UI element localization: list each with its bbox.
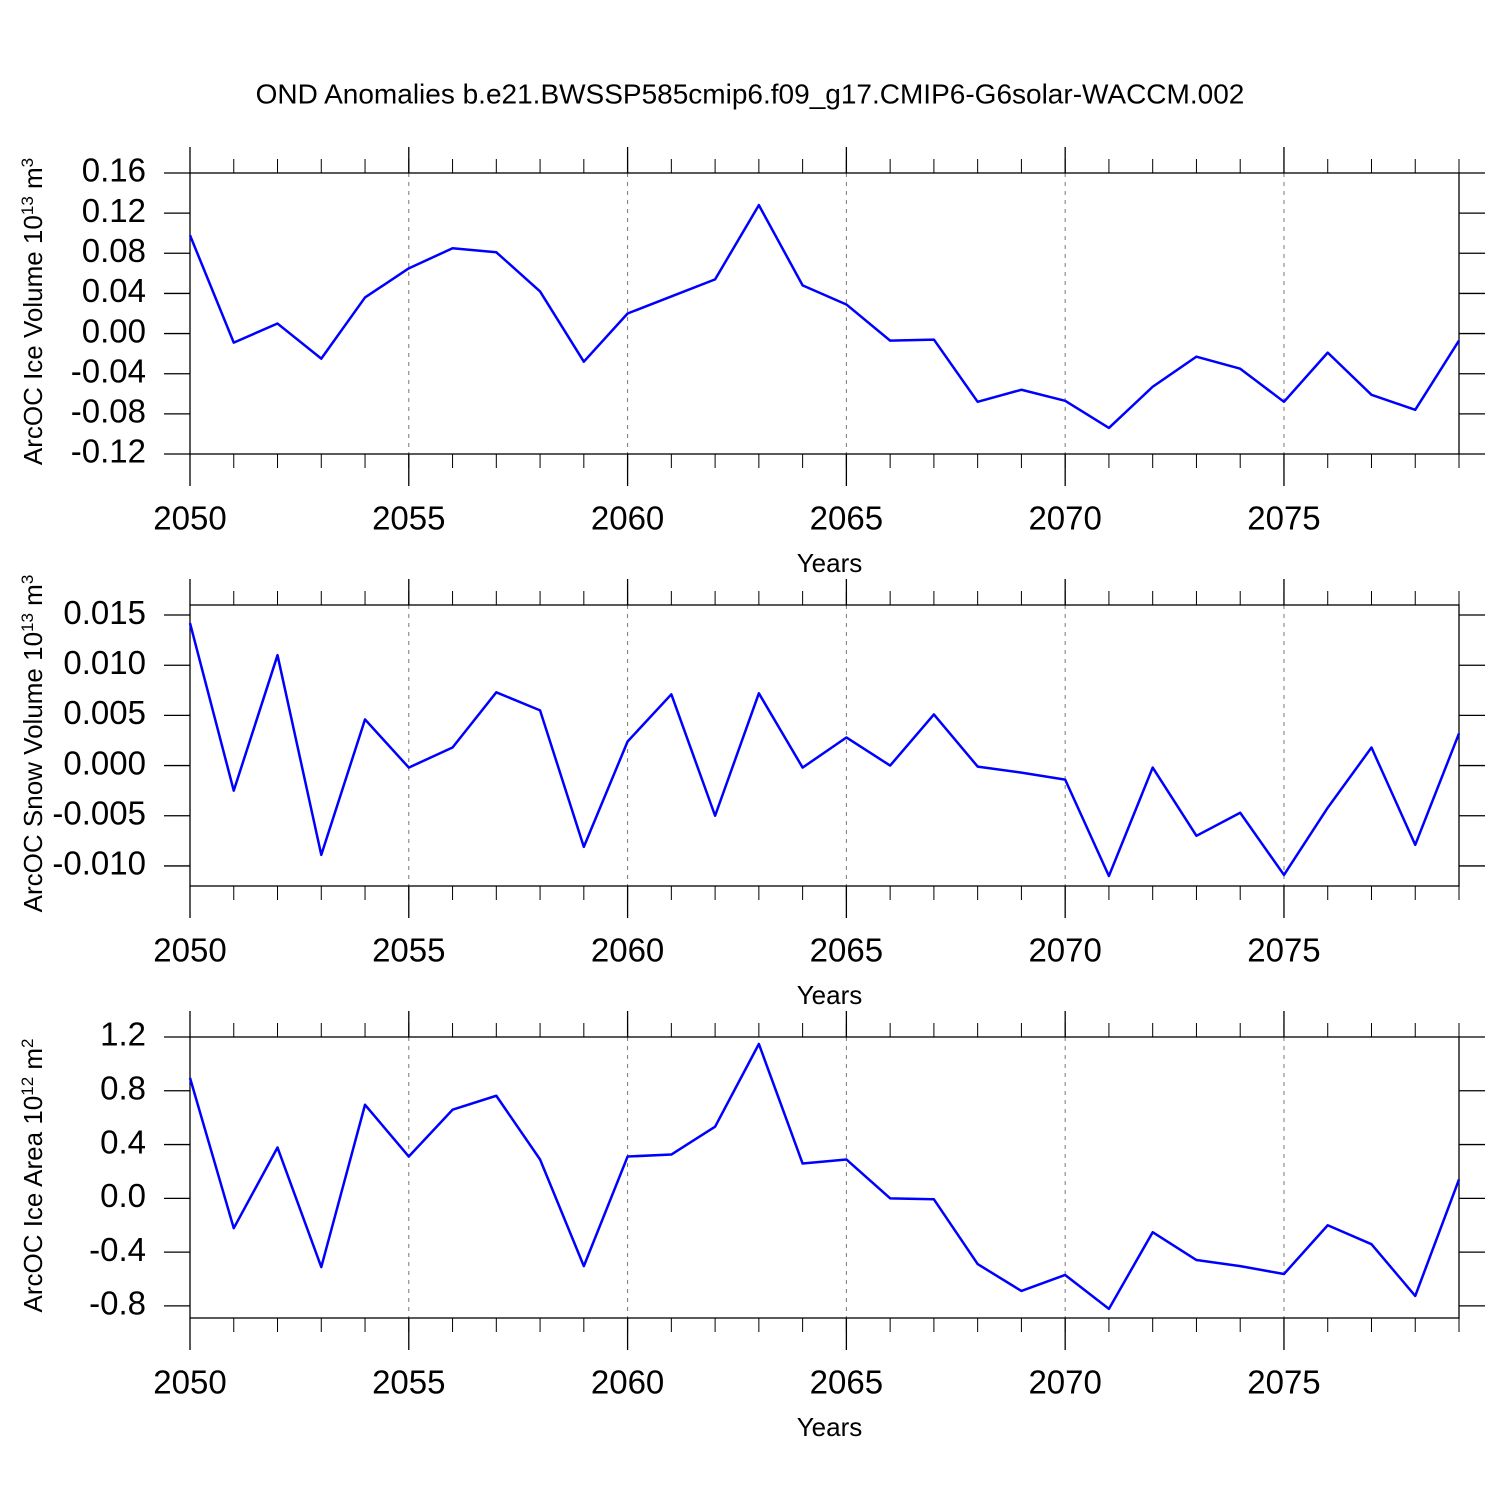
x-tick-label: 2075 bbox=[1247, 500, 1320, 537]
plot-frame bbox=[189, 172, 1460, 455]
x-tick-label: 2055 bbox=[372, 1364, 445, 1401]
y-tick-label: 0.015 bbox=[63, 594, 146, 631]
y-tick-label: -0.8 bbox=[89, 1285, 146, 1322]
data-line bbox=[188, 1042, 1461, 1311]
x-tick-label: 2050 bbox=[153, 1364, 226, 1401]
y-axis-label-part: m bbox=[18, 167, 48, 196]
x-tick-label: 2055 bbox=[372, 500, 445, 537]
y-axis-label-superscript: 3 bbox=[18, 158, 37, 167]
y-tick-label: 0.000 bbox=[63, 744, 146, 781]
y-tick-label: -0.4 bbox=[89, 1231, 146, 1268]
plot-frame bbox=[189, 604, 1460, 887]
y-tick-label: -0.005 bbox=[52, 794, 146, 831]
y-axis-label: ArcOC Ice Area 1012 m2 bbox=[18, 1038, 49, 1312]
panel: 2050 2055 2060 2065 2070 2075 -0.8 -0.4 0.0 0.4 0.… bbox=[18, 1011, 1485, 1442]
x-tick-label: 2070 bbox=[1028, 500, 1101, 537]
x-axis-label: Years bbox=[797, 980, 863, 1010]
x-tick-label: 2075 bbox=[1247, 1364, 1320, 1401]
y-axis-label-superscript: 2 bbox=[18, 1038, 37, 1047]
y-tick-label: 0.16 bbox=[82, 152, 146, 189]
y-tick-label: -0.12 bbox=[71, 433, 146, 470]
x-tick-label: 2070 bbox=[1028, 932, 1101, 969]
y-axis-label-superscript: 13 bbox=[18, 196, 37, 215]
panel: 2050 2055 2060 2065 2070 2075-0.12-0.08-0.040… bbox=[18, 147, 1485, 578]
y-tick-label: -0.04 bbox=[71, 352, 146, 389]
x-tick-label: 2060 bbox=[591, 500, 664, 537]
panel: 2050 2055 2060 2065 2070 2075 -0.010 -0.005 0.00… bbox=[18, 575, 1485, 1010]
x-tick-label: 2055 bbox=[372, 932, 445, 969]
y-axis-label-superscript: 13 bbox=[18, 613, 37, 632]
x-axis-label: Years bbox=[797, 1412, 863, 1442]
y-tick-label: -0.08 bbox=[71, 393, 146, 430]
y-tick-label: 0.0 bbox=[100, 1177, 146, 1214]
y-tick-label: 1.2 bbox=[100, 1016, 146, 1053]
x-tick-label: 2050 bbox=[153, 932, 226, 969]
y-tick-label: 0.00 bbox=[82, 312, 146, 349]
x-tick-label: 2060 bbox=[591, 932, 664, 969]
plot-frame bbox=[189, 1036, 1460, 1319]
y-axis-label-part: ArcOC Snow Volume 10 bbox=[18, 632, 48, 912]
chart-title: OND Anomalies b.e21.BWSSP585cmip6.f09_g1… bbox=[256, 78, 1245, 109]
y-tick-label: 0.010 bbox=[63, 644, 146, 681]
y-axis-label-part: ArcOC Ice Volume 10 bbox=[18, 215, 48, 465]
data-line bbox=[188, 622, 1461, 878]
data-line bbox=[188, 203, 1461, 430]
x-tick-label: 2070 bbox=[1028, 1364, 1101, 1401]
y-tick-label: -0.010 bbox=[52, 845, 146, 882]
y-axis-label-superscript: 12 bbox=[18, 1077, 37, 1096]
y-tick-label: 0.04 bbox=[82, 272, 146, 309]
y-tick-label: 0.005 bbox=[63, 694, 146, 731]
y-tick-label: 0.4 bbox=[100, 1123, 146, 1160]
y-axis-label-part: ArcOC Ice Area 10 bbox=[18, 1096, 48, 1313]
y-axis-label-part: m bbox=[18, 584, 48, 613]
x-tick-label: 2065 bbox=[810, 1364, 883, 1401]
y-axis-label: ArcOC Ice Volume 1013 m3 bbox=[18, 158, 49, 465]
y-axis-label-superscript: 3 bbox=[18, 575, 37, 584]
y-axis-label: ArcOC Snow Volume 1013 m3 bbox=[18, 575, 49, 913]
y-tick-label: 0.08 bbox=[82, 232, 146, 269]
x-tick-label: 2075 bbox=[1247, 932, 1320, 969]
x-tick-label: 2065 bbox=[810, 500, 883, 537]
y-axis-label-part: m bbox=[18, 1048, 48, 1077]
x-tick-label: 2065 bbox=[810, 932, 883, 969]
x-tick-label: 2060 bbox=[591, 1364, 664, 1401]
y-tick-label: 0.12 bbox=[82, 192, 146, 229]
x-axis-label: Years bbox=[797, 548, 863, 578]
x-tick-label: 2050 bbox=[153, 500, 226, 537]
y-tick-label: 0.8 bbox=[100, 1069, 146, 1106]
